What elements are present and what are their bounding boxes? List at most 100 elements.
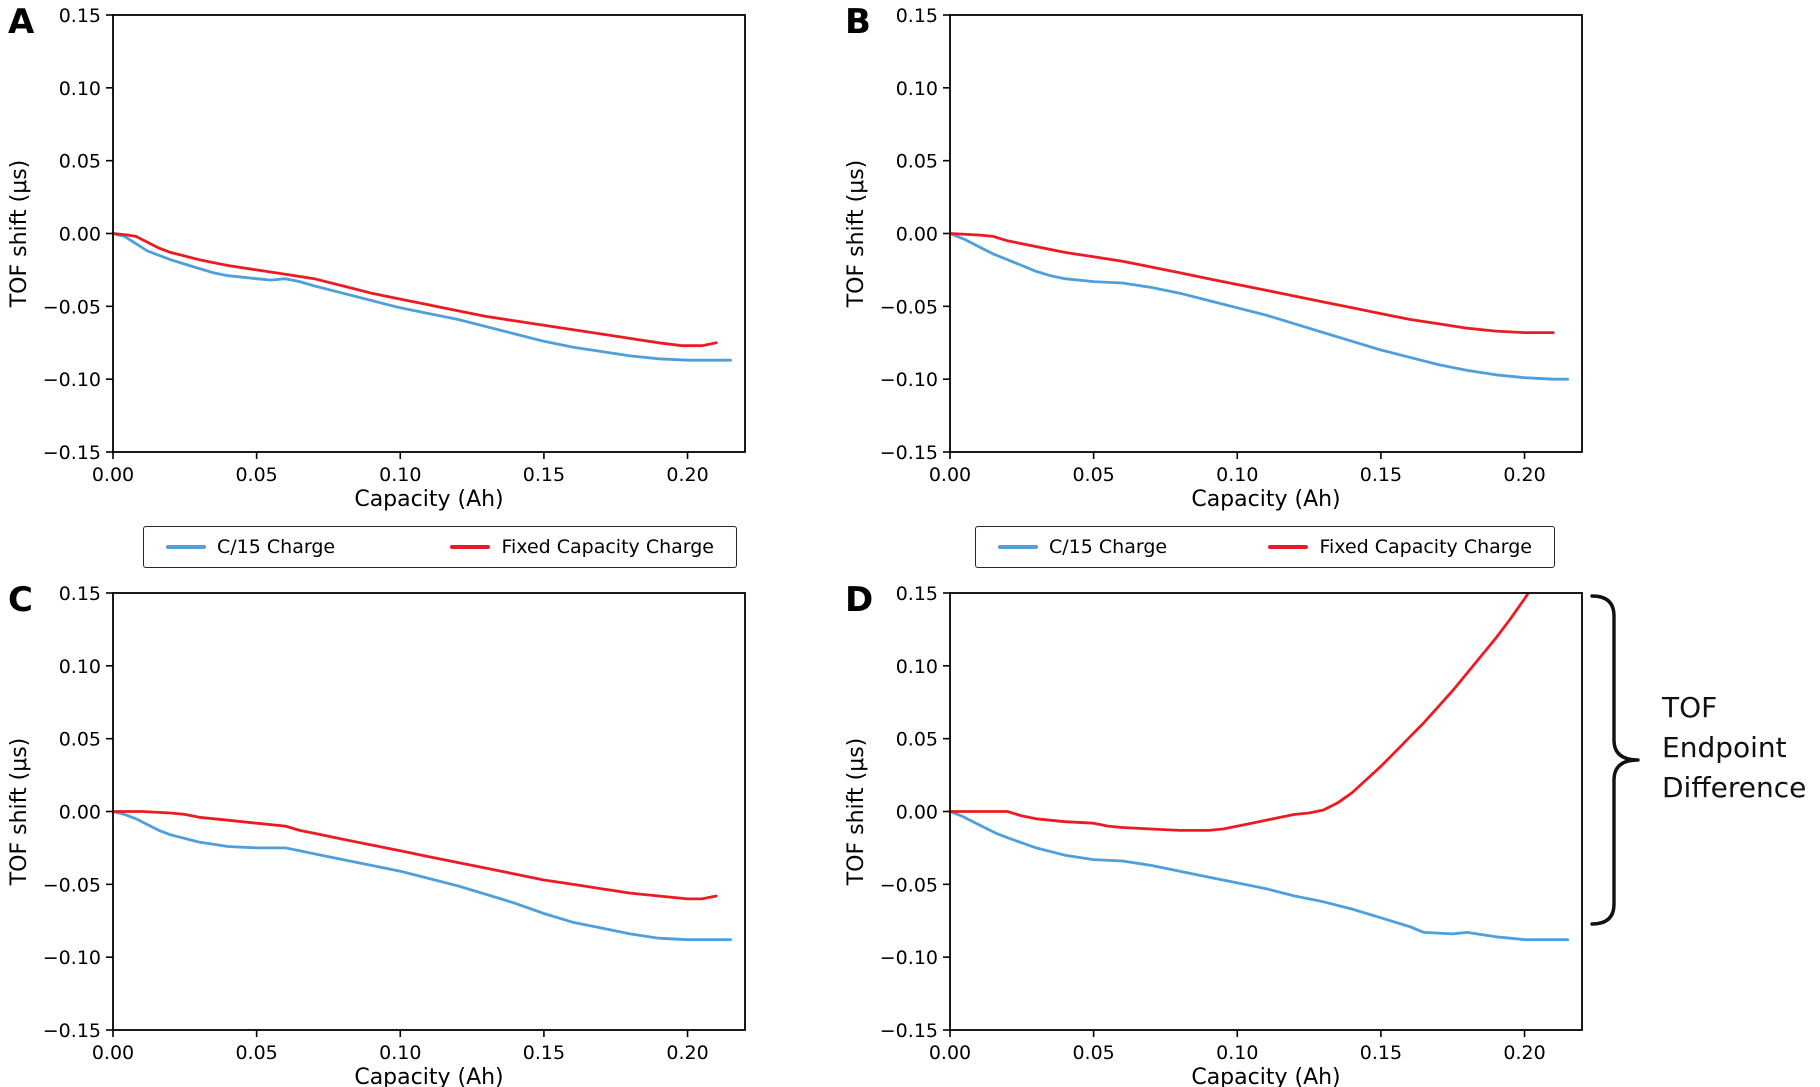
series-line xyxy=(113,232,718,348)
panel-c-letter: C xyxy=(8,580,33,620)
svg-text:−0.15: −0.15 xyxy=(43,1020,101,1042)
svg-text:0.10: 0.10 xyxy=(59,656,101,678)
svg-text:0.20: 0.20 xyxy=(1503,464,1545,486)
panel-d-plot: 0.00 0.05 0.10 0.15 0.20 −0.15 −0.10 −0.05 0.00 0… xyxy=(844,583,1583,1087)
svg-text:0.00: 0.00 xyxy=(59,802,101,824)
series-line xyxy=(950,232,1555,335)
svg-text:−0.05: −0.05 xyxy=(880,296,938,318)
svg-text:0.10: 0.10 xyxy=(896,78,938,100)
c15-line-sample-icon xyxy=(166,545,206,549)
svg-text:0.15: 0.15 xyxy=(523,1042,565,1064)
svg-text:0.05: 0.05 xyxy=(896,151,938,173)
svg-text:0.15: 0.15 xyxy=(896,5,938,27)
svg-text:0.10: 0.10 xyxy=(1216,464,1258,486)
panel-a: A 0.00 0.05 0.10 0.15 0.20 −0.15 −0.10 −0.05 0.0… xyxy=(0,0,770,522)
annotation-line-1: TOF xyxy=(1662,691,1718,724)
panel-a-letter: A xyxy=(8,2,35,42)
svg-text:0.00: 0.00 xyxy=(929,1042,971,1064)
y-axis-label: TOF shift (μs) xyxy=(844,160,869,309)
axes: 0.00 0.05 0.10 0.15 0.20 −0.15 −0.10 −0.05 0.00 0… xyxy=(880,5,1546,486)
svg-text:0.15: 0.15 xyxy=(1360,1042,1402,1064)
c15-line-sample-icon xyxy=(998,545,1038,549)
svg-text:−0.15: −0.15 xyxy=(880,442,938,464)
annotation-line-2: Endpoint xyxy=(1662,730,1787,764)
endpoint-difference-annotation: TOF Endpoint Difference xyxy=(1662,688,1806,807)
legend-left: C/15 Charge Fixed Capacity Charge xyxy=(143,526,737,568)
panel-b-plot: 0.00 0.05 0.10 0.15 0.20 −0.15 −0.10 −0.05 0.00 0… xyxy=(844,5,1583,512)
legend-right: C/15 Charge Fixed Capacity Charge xyxy=(975,526,1555,568)
svg-text:0.05: 0.05 xyxy=(59,151,101,173)
y-axis-label: TOF shift (μs) xyxy=(844,738,869,887)
svg-text:−0.10: −0.10 xyxy=(880,369,938,391)
svg-text:−0.10: −0.10 xyxy=(43,369,101,391)
svg-text:0.05: 0.05 xyxy=(1072,1042,1114,1064)
svg-text:0.05: 0.05 xyxy=(896,729,938,751)
svg-text:0.15: 0.15 xyxy=(1360,464,1402,486)
axes: 0.00 0.05 0.10 0.15 0.20 −0.15 −0.10 −0.05 0.00 0… xyxy=(43,583,709,1064)
x-axis-label: Capacity (Ah) xyxy=(1191,487,1340,512)
series-line xyxy=(950,593,1531,832)
svg-text:0.10: 0.10 xyxy=(379,1042,421,1064)
x-axis-label: Capacity (Ah) xyxy=(1191,1065,1340,1087)
plot-frame xyxy=(112,14,746,453)
series-line xyxy=(113,810,732,942)
legend-c15-label: C/15 Charge xyxy=(217,536,336,558)
fixed-line-sample-icon xyxy=(1268,545,1309,549)
legend-entry-fixed: Fixed Capacity Charge xyxy=(1268,536,1532,558)
svg-text:−0.15: −0.15 xyxy=(43,442,101,464)
svg-text:0.00: 0.00 xyxy=(896,224,938,246)
svg-text:0.00: 0.00 xyxy=(92,1042,134,1064)
svg-text:0.05: 0.05 xyxy=(235,464,277,486)
series-line xyxy=(950,810,1569,942)
plot-frame xyxy=(112,592,746,1031)
svg-text:0.10: 0.10 xyxy=(896,656,938,678)
svg-text:0.05: 0.05 xyxy=(1072,464,1114,486)
legend-entry-c15: C/15 Charge xyxy=(166,536,335,558)
endpoint-difference-brace-icon xyxy=(1590,594,1640,926)
legend-entry-fixed: Fixed Capacity Charge xyxy=(450,536,714,558)
panel-b-letter: B xyxy=(845,2,871,42)
series-line xyxy=(113,232,732,362)
svg-text:0.00: 0.00 xyxy=(92,464,134,486)
legend-fixed-label: Fixed Capacity Charge xyxy=(501,536,714,558)
svg-text:0.00: 0.00 xyxy=(59,224,101,246)
panel-c: C 0.00 0.05 0.10 0.15 0.20 −0.15 −0.10 −0.05 0.0… xyxy=(0,578,770,1087)
svg-text:−0.05: −0.05 xyxy=(43,296,101,318)
panel-d-letter: D xyxy=(845,580,874,620)
legend-entry-c15: C/15 Charge xyxy=(998,536,1167,558)
svg-text:0.20: 0.20 xyxy=(1503,1042,1545,1064)
y-axis-label: TOF shift (μs) xyxy=(7,160,32,309)
svg-text:0.05: 0.05 xyxy=(59,729,101,751)
svg-text:0.20: 0.20 xyxy=(666,1042,708,1064)
svg-text:0.20: 0.20 xyxy=(666,464,708,486)
x-axis-label: Capacity (Ah) xyxy=(354,1065,503,1087)
panel-b: B 0.00 0.05 0.10 0.15 0.20 −0.15 −0.10 −0.05 0.0… xyxy=(837,0,1607,522)
svg-text:−0.10: −0.10 xyxy=(43,947,101,969)
y-axis-label: TOF shift (μs) xyxy=(7,738,32,887)
plot-frame xyxy=(949,592,1583,1031)
fixed-line-sample-icon xyxy=(450,545,491,549)
svg-text:0.00: 0.00 xyxy=(896,802,938,824)
x-axis-label: Capacity (Ah) xyxy=(354,487,503,512)
panel-a-plot: 0.00 0.05 0.10 0.15 0.20 −0.15 −0.10 −0.05 0.00 0… xyxy=(7,5,746,512)
svg-text:−0.10: −0.10 xyxy=(880,947,938,969)
axes: 0.00 0.05 0.10 0.15 0.20 −0.15 −0.10 −0.05 0.00 0… xyxy=(880,583,1546,1064)
svg-text:0.05: 0.05 xyxy=(235,1042,277,1064)
svg-text:−0.15: −0.15 xyxy=(880,1020,938,1042)
svg-text:0.15: 0.15 xyxy=(896,583,938,605)
svg-text:−0.05: −0.05 xyxy=(43,874,101,896)
annotation-line-3: Difference xyxy=(1662,770,1807,804)
svg-text:0.10: 0.10 xyxy=(1216,1042,1258,1064)
legend-fixed-label: Fixed Capacity Charge xyxy=(1319,536,1532,558)
panel-d: D 0.00 0.05 0.10 0.15 0.20 −0.15 −0.10 −0.05 0.0… xyxy=(837,578,1607,1087)
svg-text:0.10: 0.10 xyxy=(379,464,421,486)
svg-text:0.15: 0.15 xyxy=(59,583,101,605)
svg-text:0.00: 0.00 xyxy=(929,464,971,486)
svg-text:0.15: 0.15 xyxy=(523,464,565,486)
panel-c-plot: 0.00 0.05 0.10 0.15 0.20 −0.15 −0.10 −0.05 0.00 0… xyxy=(7,583,746,1087)
plot-frame xyxy=(949,14,1583,453)
legend-c15-label: C/15 Charge xyxy=(1049,536,1168,558)
svg-text:0.10: 0.10 xyxy=(59,78,101,100)
svg-text:0.15: 0.15 xyxy=(59,5,101,27)
